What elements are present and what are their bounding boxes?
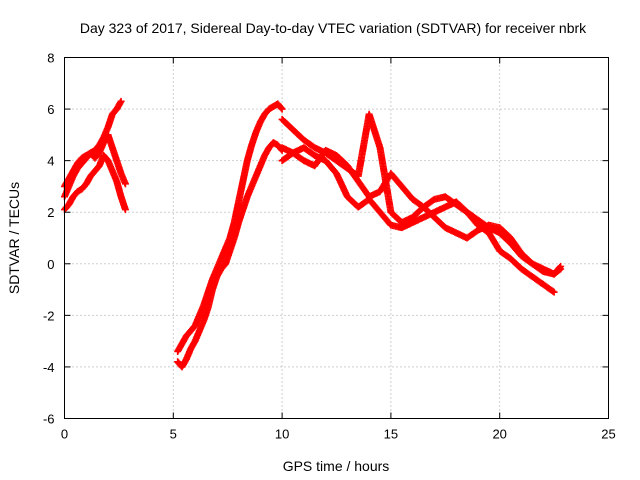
data-point bbox=[278, 105, 286, 113]
y-tick-label: 8 bbox=[47, 51, 54, 66]
chart-title: Day 323 of 2017, Sidereal Day-to-day VTE… bbox=[80, 20, 587, 36]
y-tick-label: -2 bbox=[43, 308, 55, 323]
data-point bbox=[549, 287, 557, 295]
data-series bbox=[61, 131, 129, 190]
data-point bbox=[557, 265, 565, 273]
x-tick-label: 25 bbox=[601, 427, 615, 442]
data-series bbox=[278, 144, 558, 296]
y-tick-label: -4 bbox=[43, 360, 55, 375]
data-series bbox=[278, 146, 565, 278]
y-tick-label: 4 bbox=[47, 154, 54, 169]
data-point bbox=[550, 288, 558, 296]
data-point bbox=[277, 104, 285, 112]
data-series bbox=[61, 151, 129, 214]
data-point bbox=[121, 180, 129, 188]
y-tick-label: 0 bbox=[47, 257, 54, 272]
y-tick-label: -6 bbox=[43, 412, 55, 427]
y-axis-label: SDTVAR / TECUs bbox=[6, 182, 22, 294]
data-points bbox=[61, 97, 565, 371]
x-tick-label: 5 bbox=[170, 427, 177, 442]
data-series bbox=[174, 139, 286, 371]
y-tick-label: 2 bbox=[47, 205, 54, 220]
x-tick-label: 20 bbox=[492, 427, 506, 442]
axis-ticks: 0 5 10 15 20 25 -6 -4 -2 0 2 4 6 8 bbox=[43, 51, 616, 442]
data-point bbox=[556, 266, 564, 274]
x-tick-label: 0 bbox=[61, 427, 68, 442]
y-tick-label: 6 bbox=[47, 102, 54, 117]
data-point bbox=[121, 206, 129, 214]
data-point bbox=[117, 97, 125, 105]
x-tick-label: 15 bbox=[384, 427, 398, 442]
x-tick-label: 10 bbox=[275, 427, 289, 442]
x-axis-label: GPS time / hours bbox=[283, 458, 390, 474]
plot-frame bbox=[64, 57, 609, 419]
